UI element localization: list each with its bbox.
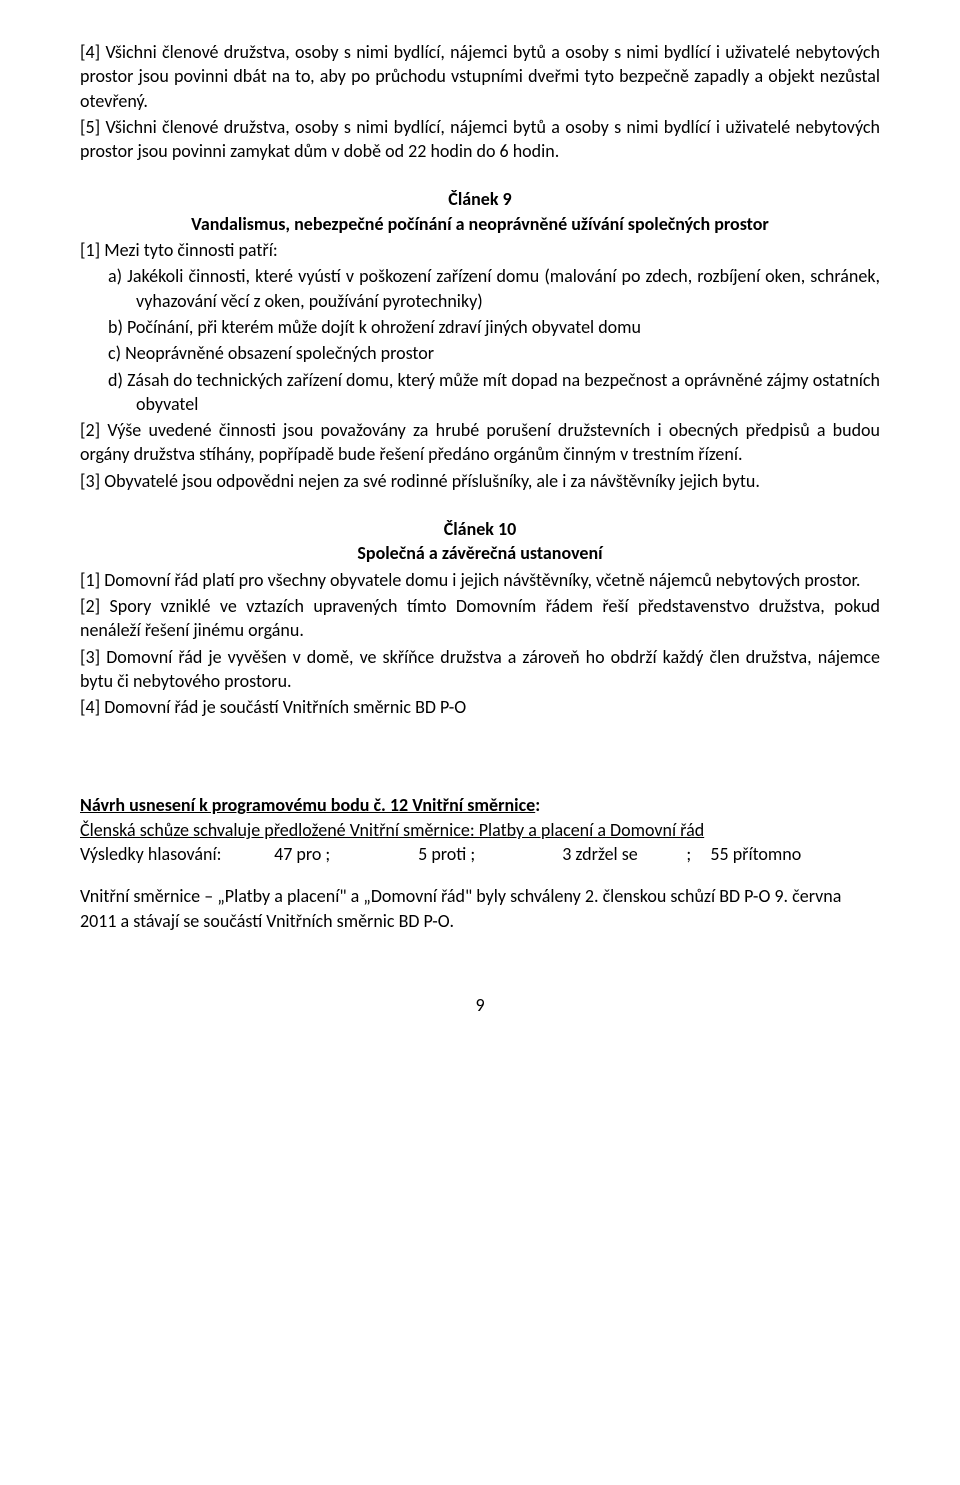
document-page: [4] Všichni členové družstva, osoby s ni…: [0, 0, 960, 1075]
vote-against: 5 proti ;: [418, 842, 558, 866]
article-9-item-1c: c) Neoprávněné obsazení společných prost…: [80, 341, 880, 365]
proposal-subtitle: Členská schůze schvaluje předložené Vnit…: [80, 818, 880, 842]
article-9-item-1a: a) Jakékoli činnosti, které vyústí v poš…: [80, 264, 880, 313]
article-10-subtitle: Společná a závěrečná ustanovení: [80, 541, 880, 565]
proposal-title: Návrh usnesení k programovému bodu č. 12…: [80, 793, 880, 817]
paragraph-4: [4] Všichni členové družstva, osoby s ni…: [80, 40, 880, 113]
vote-results: Výsledky hlasování: 47 pro ; 5 proti ; 3…: [80, 842, 880, 866]
article-10-item-4: [4] Domovní řád je součástí Vnitřních sm…: [80, 695, 880, 719]
article-10-item-3: [3] Domovní řád je vyvěšen v domě, ve sk…: [80, 645, 880, 694]
article-9-item-1: [1] Mezi tyto činnosti patří:: [80, 238, 880, 262]
closing-paragraph: Vnitřní směrnice – „Platby a placení" a …: [80, 884, 880, 933]
spacer: [80, 866, 880, 884]
vote-semicolon: ;: [686, 842, 706, 866]
article-10-item-1: [1] Domovní řád platí pro všechny obyvat…: [80, 568, 880, 592]
vote-label: Výsledky hlasování:: [80, 842, 270, 866]
article-9-subtitle: Vandalismus, nebezpečné počínání a neopr…: [80, 212, 880, 236]
spacer: [80, 721, 880, 793]
page-number: 9: [80, 993, 880, 1017]
paragraph-5: [5] Všichni členové družstva, osoby s ni…: [80, 115, 880, 164]
vote-for: 47 pro ;: [274, 842, 414, 866]
article-9-item-1b: b) Počínání, při kterém může dojít k ohr…: [80, 315, 880, 339]
article-10-item-2: [2] Spory vzniklé ve vztazích upravených…: [80, 594, 880, 643]
vote-present: 55 přítomno: [710, 842, 801, 866]
article-9-item-2: [2] Výše uvedené činnosti jsou považován…: [80, 418, 880, 467]
article-9-item-1d: d) Zásah do technických zařízení domu, k…: [80, 368, 880, 417]
proposal-title-text: Návrh usnesení k programovému bodu č. 12…: [80, 794, 535, 816]
article-10-title: Článek 10: [80, 517, 880, 541]
article-9-title: Článek 9: [80, 187, 880, 211]
proposal-title-colon: :: [535, 794, 540, 816]
vote-abstain: 3 zdržel se: [562, 842, 682, 866]
article-9-item-3: [3] Obyvatelé jsou odpovědni nejen za sv…: [80, 469, 880, 493]
